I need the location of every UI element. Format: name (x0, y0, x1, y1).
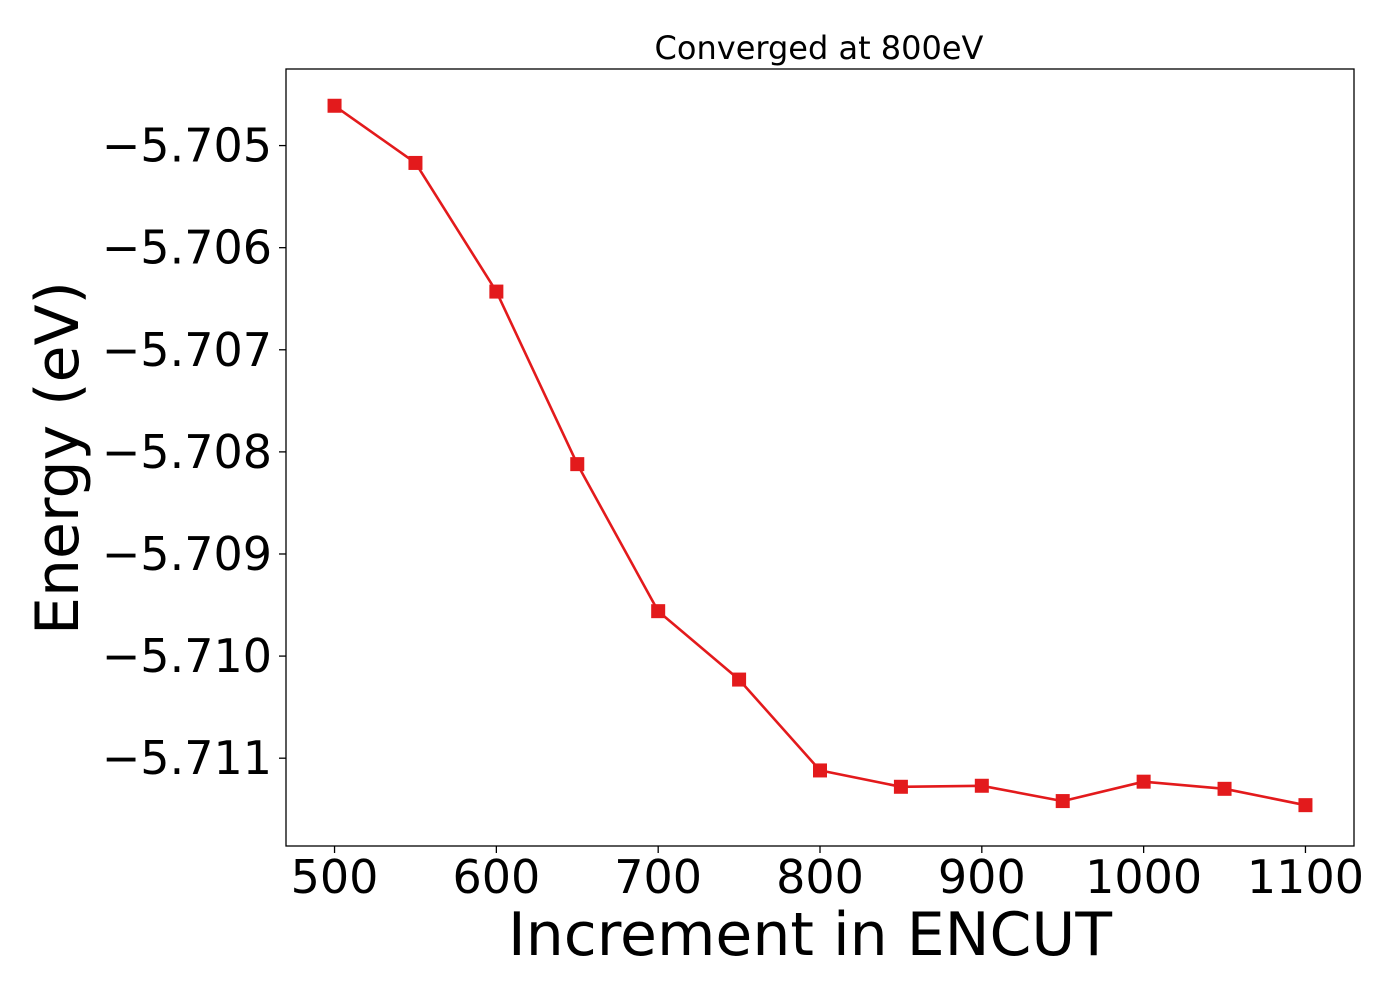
x-tick-label: 900 (938, 850, 1026, 904)
y-tick-label: −5.706 (102, 221, 272, 275)
y-tick-label: −5.709 (102, 527, 272, 581)
data-point (732, 672, 747, 687)
data-point (327, 98, 342, 113)
data-point (813, 763, 827, 778)
data-point (893, 779, 908, 794)
y-tick-label: −5.710 (102, 629, 272, 683)
y-tick-label: −5.705 (102, 119, 272, 173)
data-point (489, 284, 504, 299)
y-axis: −5.705 −5.706 −5.707 −5.708 −5.709 −5.710 −5.7… (102, 119, 286, 785)
x-axis: 500 600 700 800 900 1000 1100 (291, 846, 1364, 904)
y-tick-label: −5.708 (102, 425, 272, 479)
x-axis-label: Increment in ENCUT (508, 900, 1112, 970)
data-point (1055, 794, 1070, 809)
series-line (333, 104, 1306, 807)
data-point (974, 778, 989, 793)
data-point (408, 155, 423, 170)
x-tick-label: 500 (291, 850, 379, 904)
data-point (1217, 781, 1232, 796)
data-point (570, 457, 585, 472)
x-tick-label: 1000 (1085, 850, 1202, 904)
x-tick-label: 700 (614, 850, 702, 904)
x-tick-label: 800 (776, 850, 864, 904)
y-tick-label: −5.711 (102, 731, 272, 785)
y-tick-label: −5.707 (102, 323, 272, 377)
y-axis-label: Energy (eV) (23, 281, 93, 635)
x-tick-label: 600 (452, 850, 540, 904)
series-layer (327, 98, 1313, 813)
chart-title: Converged at 800eV (655, 29, 984, 67)
data-point (1136, 774, 1151, 789)
data-point (651, 604, 666, 619)
plot-frame (285, 68, 1355, 847)
x-tick-label: 1100 (1247, 850, 1364, 904)
data-point (1298, 798, 1313, 813)
